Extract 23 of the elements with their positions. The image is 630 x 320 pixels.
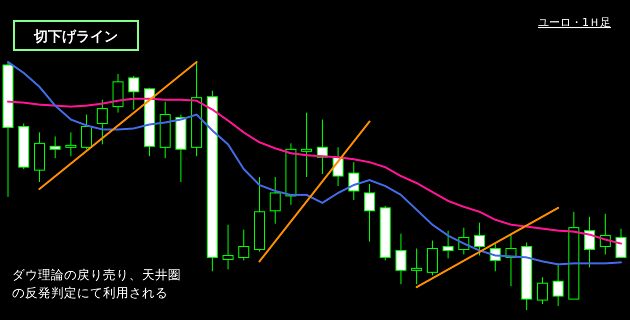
candlestick xyxy=(426,240,438,276)
candlestick xyxy=(616,228,626,258)
candlestick xyxy=(301,112,312,178)
candlestick xyxy=(81,114,92,150)
annotation: ダウ理論の戻り売り、天井圏 xyxy=(12,267,181,282)
text: ユーロ・1Ｈ足 xyxy=(538,16,611,29)
candlestick xyxy=(65,132,76,157)
candlestick xyxy=(584,216,596,268)
candlestick xyxy=(222,224,234,270)
candlestick xyxy=(442,230,454,259)
candlestick xyxy=(238,229,250,261)
candlestick xyxy=(536,276,548,305)
candlestick xyxy=(50,136,61,159)
candlestick xyxy=(364,184,376,242)
candlestick xyxy=(270,176,281,224)
candlestick xyxy=(552,262,564,307)
candlestick xyxy=(411,248,422,285)
chart-title: 切下げライン xyxy=(33,29,118,45)
candlestick xyxy=(395,233,406,285)
annotation: の反発判定にて利用される xyxy=(12,285,168,300)
candlestick xyxy=(128,75,140,110)
candlestick xyxy=(96,99,108,145)
candlestick xyxy=(474,222,486,256)
